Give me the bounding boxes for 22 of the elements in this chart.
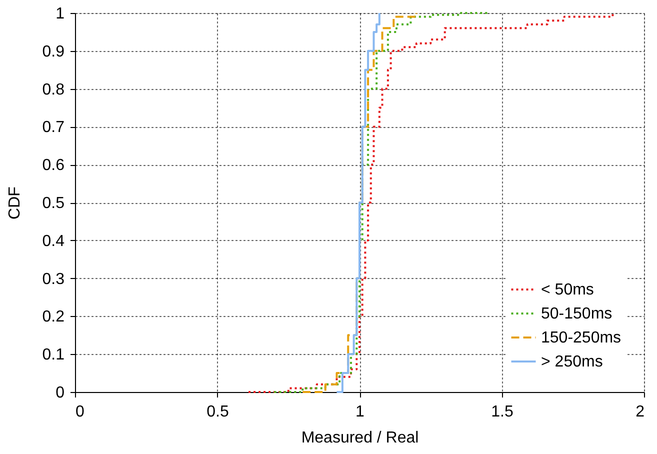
y-tick-label: 0 [56, 384, 65, 402]
legend-label: 50-150ms [541, 306, 612, 322]
x-tick-label: 0 [76, 404, 84, 420]
y-tick-label: 0.7 [42, 119, 65, 136]
legend-label: 150-250ms [541, 330, 622, 346]
x-tick-label: 0.5 [206, 404, 229, 420]
y-tick-label: 0.4 [42, 232, 65, 250]
y-tick-label: 0.6 [42, 157, 65, 174]
y-tick-label: 1 [56, 6, 65, 22]
x-tick-label: 2 [636, 404, 645, 420]
legend-label: > 250ms [541, 354, 603, 370]
y-tick-label: 0.2 [42, 308, 65, 326]
x-axis-title: Measured / Real [301, 430, 419, 446]
y-tick-label: 0.5 [42, 195, 65, 212]
y-tick-label: 0.9 [42, 43, 65, 60]
y-tick-label: 0.8 [42, 81, 65, 98]
y-tick-label: 0.3 [42, 270, 65, 288]
legend-label: < 50ms [541, 282, 594, 298]
y-tick-label: 0.1 [42, 346, 65, 364]
y-axis-title: CDF [6, 186, 24, 220]
x-tick-label: 1.5 [491, 404, 514, 420]
x-tick-label: 1 [356, 404, 365, 420]
